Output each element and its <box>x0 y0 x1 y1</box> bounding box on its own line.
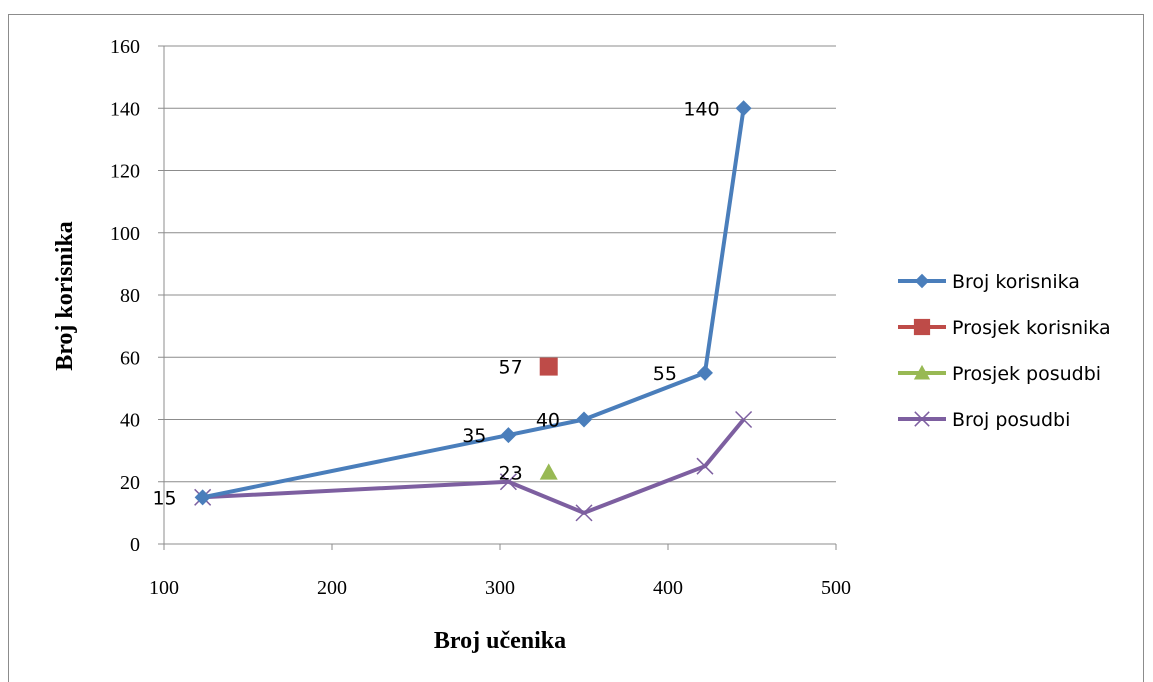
x-tick-label-200: 200 <box>317 577 347 599</box>
point-broj-posudbi-4 <box>735 410 753 429</box>
point-broj-posudbi-4-stroke-b <box>735 410 753 429</box>
y-axis-title: Broj korisnika <box>52 221 78 371</box>
legend: Broj korisnika Prosjek korisnika Prosjek p… <box>898 271 1111 431</box>
y-tick-label-40: 40 <box>120 410 140 432</box>
point-prosjek-posudbi-0 <box>539 463 558 480</box>
y-tick-label-160: 160 <box>110 36 140 58</box>
series-layer <box>194 100 753 522</box>
legend-marker-broj-posudbi-stroke-b <box>914 411 930 427</box>
y-tick-label-80: 80 <box>120 285 140 307</box>
y-tick-label-0: 0 <box>130 534 140 556</box>
point-prosjek-korisnika-0 <box>539 357 558 376</box>
data-label-prosjek-korisnika-0: 57 <box>499 357 523 379</box>
y-tick-label-60: 60 <box>120 347 140 369</box>
point-broj-korisnika-1 <box>500 427 517 444</box>
x-axis-title: Broj učenika <box>434 628 566 654</box>
axes: 0 20 40 60 80 100 120 140 160 100 200 300 400 500 <box>110 36 851 599</box>
legend-marker-broj-korisnika <box>914 273 930 289</box>
legend-label-broj-korisnika: Broj korisnika <box>952 271 1080 293</box>
legend-label-prosjek-korisnika: Prosjek korisnika <box>952 317 1111 339</box>
point-broj-posudbi-2-stroke-b <box>575 504 593 522</box>
data-label-prosjek-posudbi-0: 23 <box>499 462 523 484</box>
y-tick-label-140: 140 <box>110 98 140 120</box>
x-tick-label-500: 500 <box>821 577 851 599</box>
point-broj-korisnika-2 <box>576 411 592 428</box>
legend-marker-prosjek-korisnika <box>913 318 931 336</box>
y-tick-label-20: 20 <box>120 472 140 494</box>
point-broj-posudbi-3 <box>696 457 714 475</box>
data-label-broj-korisnika-4: 140 <box>683 98 719 120</box>
point-broj-posudbi-3-stroke-b <box>696 457 714 475</box>
legend-label-broj-posudbi: Broj posudbi <box>952 409 1070 431</box>
point-broj-korisnika-4 <box>735 100 752 117</box>
data-label-broj-korisnika-2: 40 <box>536 410 560 432</box>
y-tick-label-100: 100 <box>110 223 140 245</box>
y-tick-label-120: 120 <box>110 161 140 183</box>
point-broj-posudbi-2 <box>575 504 593 522</box>
chart-frame <box>8 14 1144 682</box>
data-label-broj-korisnika-3: 55 <box>653 363 677 385</box>
point-broj-posudbi-1 <box>499 473 517 491</box>
data-label-broj-korisnika-1: 35 <box>462 425 486 447</box>
data-labels: 15 35 40 55 140 57 23 <box>152 98 719 509</box>
point-broj-korisnika-3 <box>696 364 713 381</box>
legend-marker-broj-posudbi <box>914 411 930 427</box>
x-tick-label-400: 400 <box>653 577 683 599</box>
x-tick-label-100: 100 <box>149 577 179 599</box>
point-broj-posudbi-1-stroke-b <box>499 473 517 491</box>
legend-label-prosjek-posudbi: Prosjek posudbi <box>952 363 1101 385</box>
legend-marker-prosjek-posudbi <box>913 364 931 380</box>
gridlines <box>164 45 836 483</box>
x-tick-label-300: 300 <box>485 577 515 599</box>
data-label-broj-korisnika-0: 15 <box>152 487 176 509</box>
point-broj-korisnika-0 <box>194 489 211 506</box>
